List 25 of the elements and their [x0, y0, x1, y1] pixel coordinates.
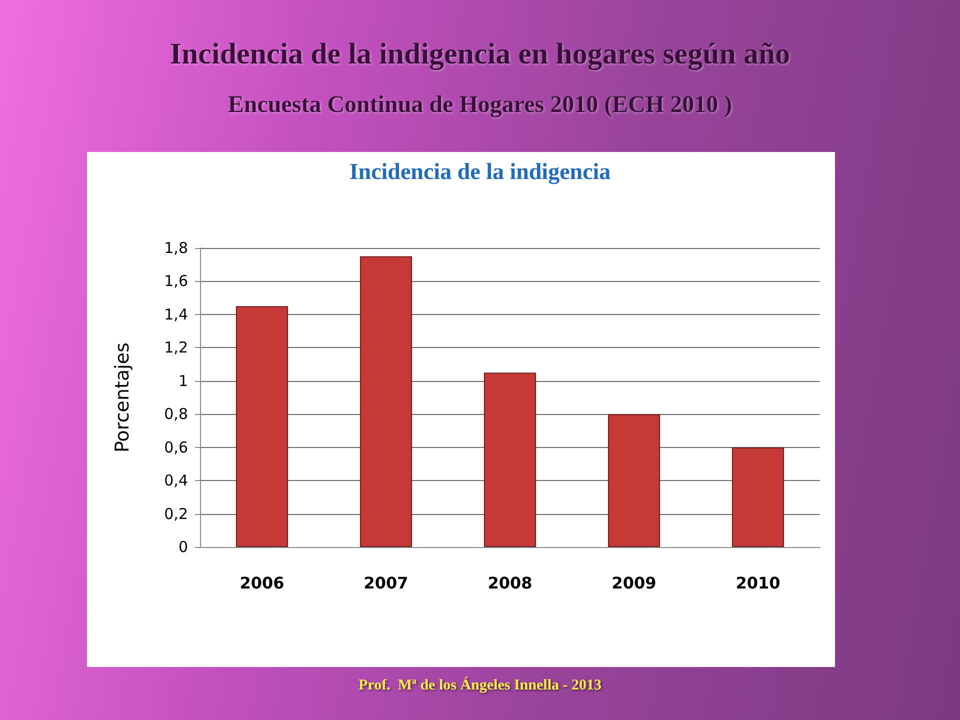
y-tick-label: 0,4 — [164, 472, 188, 490]
bar — [732, 447, 784, 547]
y-tick-label: 0,8 — [164, 405, 188, 424]
y-tick-label: 1,2 — [164, 338, 188, 357]
x-tick-label: 2006 — [240, 574, 284, 592]
y-tick-label: 0,2 — [164, 504, 188, 523]
bar — [608, 414, 660, 547]
chart-title: Incidencia de la indigencia en hogares según año — [170, 38, 790, 70]
bar — [360, 256, 412, 547]
y-tick-label: 0 — [178, 538, 188, 556]
y-tick-label: 1 — [178, 372, 188, 390]
bar — [236, 306, 288, 547]
text: Incidencia de la indigencia — [349, 159, 612, 185]
text: Prof. Mª de los Ángeles Innella - 2013 — [358, 676, 602, 694]
y-tick-label: 1,6 — [164, 272, 188, 290]
y-axis-title: Porcentajes — [112, 342, 134, 452]
x-tick-label: 2009 — [612, 574, 656, 592]
bar — [484, 372, 536, 547]
x-tick-label: 2010 — [736, 574, 780, 592]
y-tick-label: 1,8 — [164, 239, 188, 257]
y-tick-label: 1,4 — [164, 305, 188, 324]
x-tick-label: 2007 — [364, 574, 408, 592]
x-tick-label: 2008 — [488, 574, 532, 592]
chart-subtitle: Encuesta Continua de Hogares 2010 (ECH 2010 ) — [228, 92, 732, 118]
y-tick-label: 0,6 — [164, 438, 188, 456]
